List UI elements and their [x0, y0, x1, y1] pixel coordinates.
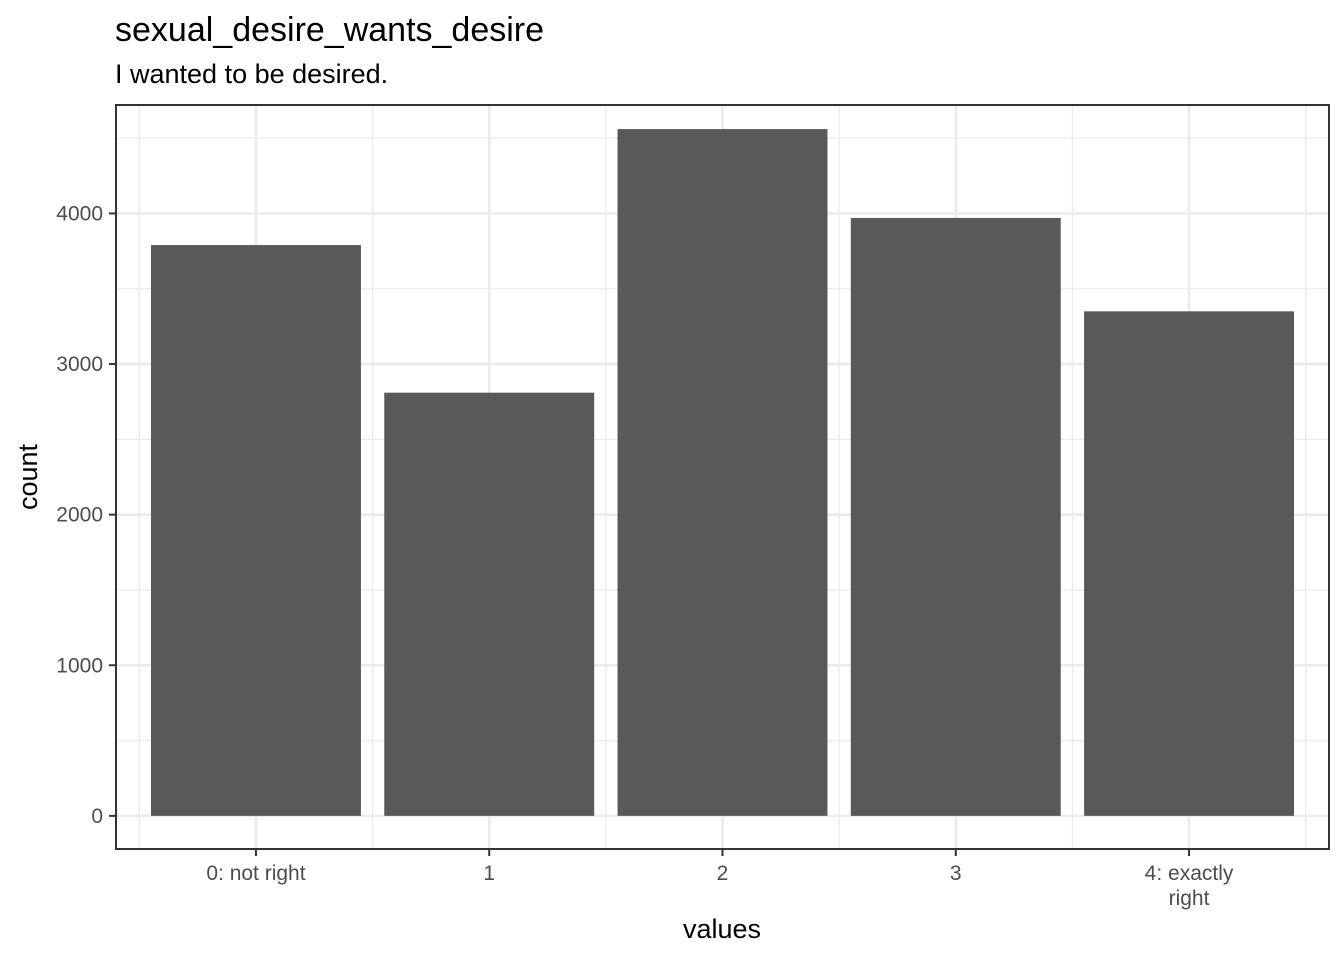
x-tick-label: 2 [717, 862, 729, 885]
x-tick-label: 0: not right [206, 862, 305, 885]
x-axis: 0: not right 1 2 3 4: exactly right [206, 849, 1234, 910]
x-axis-title: values [683, 914, 761, 944]
bar [150, 245, 361, 816]
bar [617, 129, 828, 816]
y-tick-label: 3000 [56, 353, 103, 376]
y-tick-label: 0 [91, 805, 103, 828]
y-axis-title: count [13, 443, 43, 510]
x-tick-label: 1 [483, 862, 495, 885]
y-tick-label: 2000 [56, 504, 103, 527]
chart-title: sexual_desire_wants_desire [115, 11, 544, 49]
x-tick-label: 4: exactly right [1145, 862, 1234, 910]
y-axis: 0 1000 2000 3000 4000 [56, 202, 116, 828]
y-tick-label: 4000 [56, 202, 103, 225]
bars [150, 129, 1295, 816]
bar [1084, 311, 1295, 816]
chart-subtitle: I wanted to be desired. [115, 59, 388, 89]
x-tick-label: 3 [950, 862, 962, 885]
bar [384, 392, 595, 816]
bar [850, 217, 1061, 816]
y-tick-label: 1000 [56, 654, 103, 677]
